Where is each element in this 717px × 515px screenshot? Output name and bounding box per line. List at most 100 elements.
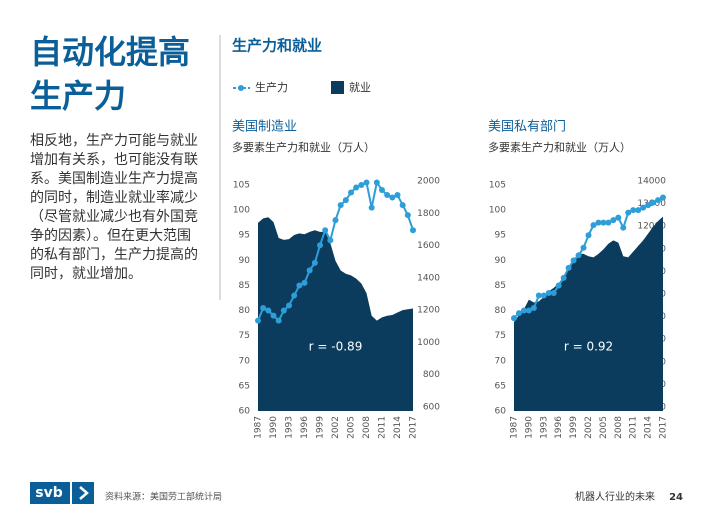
area — [258, 217, 413, 411]
x-tick-label: 1996 — [300, 416, 310, 439]
y2-tick-label: 12000 — [637, 222, 666, 232]
x-tick-label: 1999 — [316, 416, 326, 439]
point — [358, 182, 365, 188]
x-tick-label: 2002 — [584, 416, 594, 439]
point — [600, 219, 607, 226]
point — [520, 307, 527, 314]
point — [610, 217, 617, 224]
y-tick-label: 105 — [233, 181, 250, 191]
x-tick-label: 2017 — [659, 416, 669, 439]
point — [605, 219, 612, 226]
chart-subtitle: 多要素生产力和就业（万人） — [488, 140, 631, 154]
point — [270, 312, 277, 319]
point — [265, 307, 272, 314]
point — [291, 292, 298, 299]
point — [655, 197, 662, 204]
x-tick-label: 2008 — [362, 416, 372, 439]
y2-tick-label: 14000 — [637, 177, 666, 187]
point — [373, 179, 380, 186]
x-tick-label: 2005 — [347, 416, 357, 439]
body-text: 相反地，生产力可能与就业增加有关系，也可能没有联系。美国制造业生产力提高的同时，… — [30, 133, 198, 282]
y2-tick-label: 800 — [423, 370, 440, 380]
x-tick-label: 2014 — [393, 416, 403, 439]
point — [615, 214, 622, 221]
point — [660, 194, 666, 201]
y-tick-label: 80 — [495, 306, 507, 316]
x-tick-label: 2002 — [331, 416, 341, 439]
point — [645, 202, 652, 209]
y-tick-label: 95 — [239, 231, 250, 241]
point — [530, 305, 537, 312]
source: 资料来源：美国劳工部统计局 — [105, 491, 222, 503]
x-tick-label: 2008 — [614, 416, 624, 439]
logo-arrow — [79, 486, 89, 500]
point — [389, 194, 396, 201]
point — [327, 237, 334, 244]
y2-tick-label: 1000 — [417, 338, 440, 348]
point — [555, 282, 562, 289]
y2-tick-label: 2000 — [417, 177, 440, 187]
y-tick-label: 90 — [495, 256, 507, 266]
point — [317, 242, 323, 249]
y-tick-label: 100 — [489, 206, 506, 216]
legend-label: 就业 — [349, 80, 371, 94]
point — [560, 274, 567, 281]
x-tick-label: 2011 — [378, 416, 388, 439]
x-tick-label: 1996 — [554, 416, 564, 439]
logo: svb — [35, 485, 62, 501]
point — [515, 310, 522, 317]
y-tick-label: 85 — [495, 281, 506, 291]
logo-arrow-box — [72, 482, 94, 504]
x-tick-label: 1987 — [510, 416, 520, 439]
point — [595, 219, 602, 226]
point — [570, 257, 577, 264]
footer: 机器人行业的未来 — [575, 490, 655, 503]
point — [301, 279, 308, 286]
chart-subtitle: 多要素生产力和就业（万人） — [232, 140, 375, 154]
point — [275, 317, 282, 324]
x-tick-label: 1993 — [285, 416, 295, 439]
chart-title: 美国制造业 — [232, 120, 297, 135]
y-tick-label: 100 — [233, 206, 250, 216]
point — [348, 189, 354, 196]
y2-tick-label: 1400 — [417, 273, 440, 283]
point — [535, 292, 542, 299]
point — [311, 259, 318, 266]
point — [353, 184, 360, 191]
y2-tick-label: 1600 — [417, 241, 440, 251]
point — [255, 317, 261, 324]
point — [342, 197, 349, 204]
point — [286, 302, 292, 309]
x-tick-label: 1987 — [254, 416, 264, 439]
point — [575, 252, 582, 259]
point — [379, 187, 385, 194]
point — [384, 192, 391, 199]
y-tick-label: 65 — [239, 381, 250, 391]
y-tick-label: 80 — [239, 306, 251, 316]
point — [399, 202, 406, 209]
point — [545, 289, 552, 296]
point — [525, 307, 532, 314]
point — [550, 289, 557, 296]
y2-tick-label: 1800 — [417, 209, 440, 219]
point — [296, 282, 303, 289]
point — [280, 307, 287, 314]
point — [640, 204, 647, 211]
point — [565, 264, 572, 271]
section-title: 生产力和就业 — [232, 37, 322, 55]
point — [630, 207, 637, 214]
point — [585, 232, 592, 239]
x-tick-label: 2011 — [629, 416, 639, 439]
point — [650, 199, 657, 206]
x-tick-label: 2014 — [644, 416, 654, 439]
point — [410, 227, 416, 234]
point — [363, 179, 370, 186]
point — [404, 212, 411, 219]
annotation: r = -0.89 — [309, 340, 363, 354]
point — [625, 209, 632, 216]
annotation: r = 0.92 — [564, 340, 613, 354]
y-tick-label: 70 — [495, 356, 507, 366]
point — [322, 227, 329, 234]
point — [580, 244, 587, 251]
y2-tick-label: 600 — [423, 403, 440, 413]
